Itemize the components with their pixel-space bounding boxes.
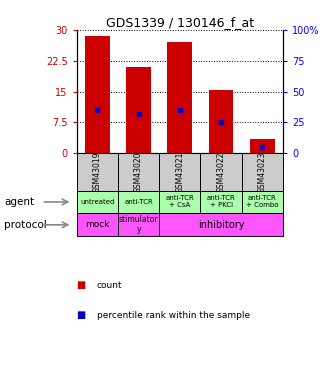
Text: GSM43021: GSM43021	[175, 151, 184, 192]
Bar	[159, 153, 200, 190]
Text: count: count	[97, 280, 122, 290]
Bar	[159, 190, 200, 213]
Bar	[250, 139, 275, 153]
Text: stimulator
y: stimulator y	[119, 216, 158, 234]
Bar	[200, 153, 242, 190]
Text: protocol: protocol	[4, 220, 47, 230]
Text: GSM43020: GSM43020	[134, 151, 143, 193]
Text: percentile rank within the sample: percentile rank within the sample	[97, 310, 250, 320]
Text: agent: agent	[4, 197, 34, 207]
Text: GSM43023: GSM43023	[258, 151, 267, 193]
Text: mock: mock	[85, 220, 110, 230]
Text: ■: ■	[77, 280, 86, 290]
Text: anti-TCR
+ Combo: anti-TCR + Combo	[246, 195, 279, 208]
Bar	[77, 190, 118, 213]
Text: untreated: untreated	[80, 199, 115, 205]
Text: GSM43022: GSM43022	[216, 151, 226, 192]
Text: GSM43019: GSM43019	[93, 151, 102, 193]
Title: GDS1339 / 130146_f_at: GDS1339 / 130146_f_at	[106, 16, 254, 29]
Text: anti-TCR
+ CsA: anti-TCR + CsA	[166, 195, 194, 208]
Bar	[126, 67, 151, 153]
Bar	[77, 213, 118, 236]
Text: ■: ■	[77, 310, 86, 320]
Text: anti-TCR
+ PKCi: anti-TCR + PKCi	[207, 195, 235, 208]
Bar	[85, 36, 110, 153]
Bar	[159, 213, 283, 236]
Text: anti-TCR: anti-TCR	[124, 199, 153, 205]
Bar	[118, 153, 159, 190]
Bar	[118, 213, 159, 236]
Bar	[209, 90, 233, 153]
Text: inhibitory: inhibitory	[198, 220, 244, 230]
Bar	[77, 153, 118, 190]
Bar	[118, 190, 159, 213]
Bar	[200, 190, 242, 213]
Bar	[167, 42, 192, 153]
Bar	[242, 190, 283, 213]
Bar	[242, 153, 283, 190]
